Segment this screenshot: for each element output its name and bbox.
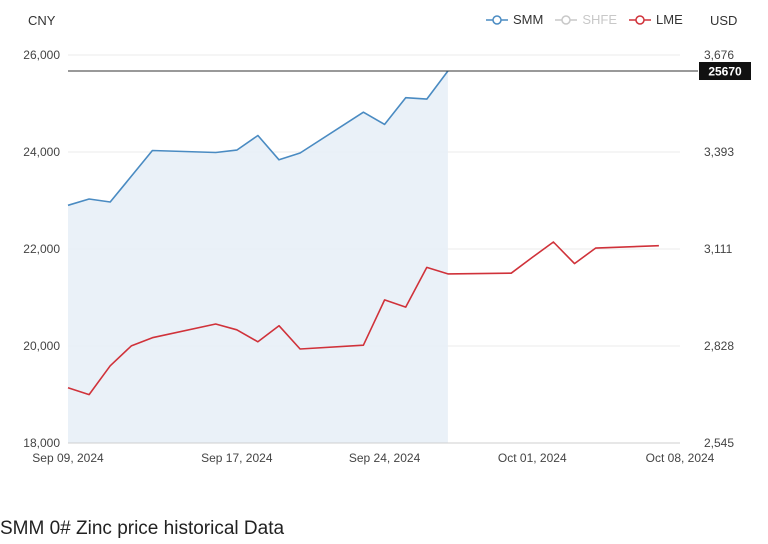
legend-line-circle-icon [629,14,652,25]
x-tick-label: Sep 17, 2024 [201,451,273,465]
legend-item-lme[interactable]: LME [629,12,683,27]
right-axis-unit: USD [710,13,738,28]
y-right-tick-label: 2,545 [704,436,734,450]
y-left-tick-label: 22,000 [23,242,60,256]
price-chart: 26,000 3,676 24,000 3,393 22,000 3,111 20,000 2… [23,48,751,465]
legend-label: SMM [513,12,544,27]
chart-legend: SMM SHFE LME [486,12,683,27]
legend-line-circle-icon [486,14,508,25]
legend-label: LME [656,12,683,27]
y-right-tick-label: 2,828 [704,339,734,353]
x-tick-label: Sep 24, 2024 [349,451,421,465]
y-right-tick-label: 3,393 [704,145,734,159]
legend-item-shfe[interactable]: SHFE [555,12,617,27]
crosshair-value-label: 25670 [708,65,742,79]
x-tick-label: Sep 09, 2024 [32,451,104,465]
crosshair-value-badge [699,62,751,81]
y-right-tick-label: 3,111 [704,242,733,256]
left-axis-unit: CNY [28,13,56,28]
y-right-tick-label: 3,676 [704,48,734,62]
page-title: SMM 0# Zinc price historical Data [0,518,285,539]
y-left-tick-label: 24,000 [23,145,60,159]
y-left-tick-label: 18,000 [23,436,60,450]
y-left-tick-label: 26,000 [23,48,60,62]
legend-label: SHFE [582,12,618,27]
legend-item-smm[interactable]: SMM [486,12,543,27]
y-left-tick-label: 20,000 [23,339,60,353]
legend-line-circle-icon [555,14,578,25]
x-tick-label: Oct 01, 2024 [498,451,567,465]
x-tick-label: Oct 08, 2024 [646,451,715,465]
series-area-smm [68,71,448,443]
